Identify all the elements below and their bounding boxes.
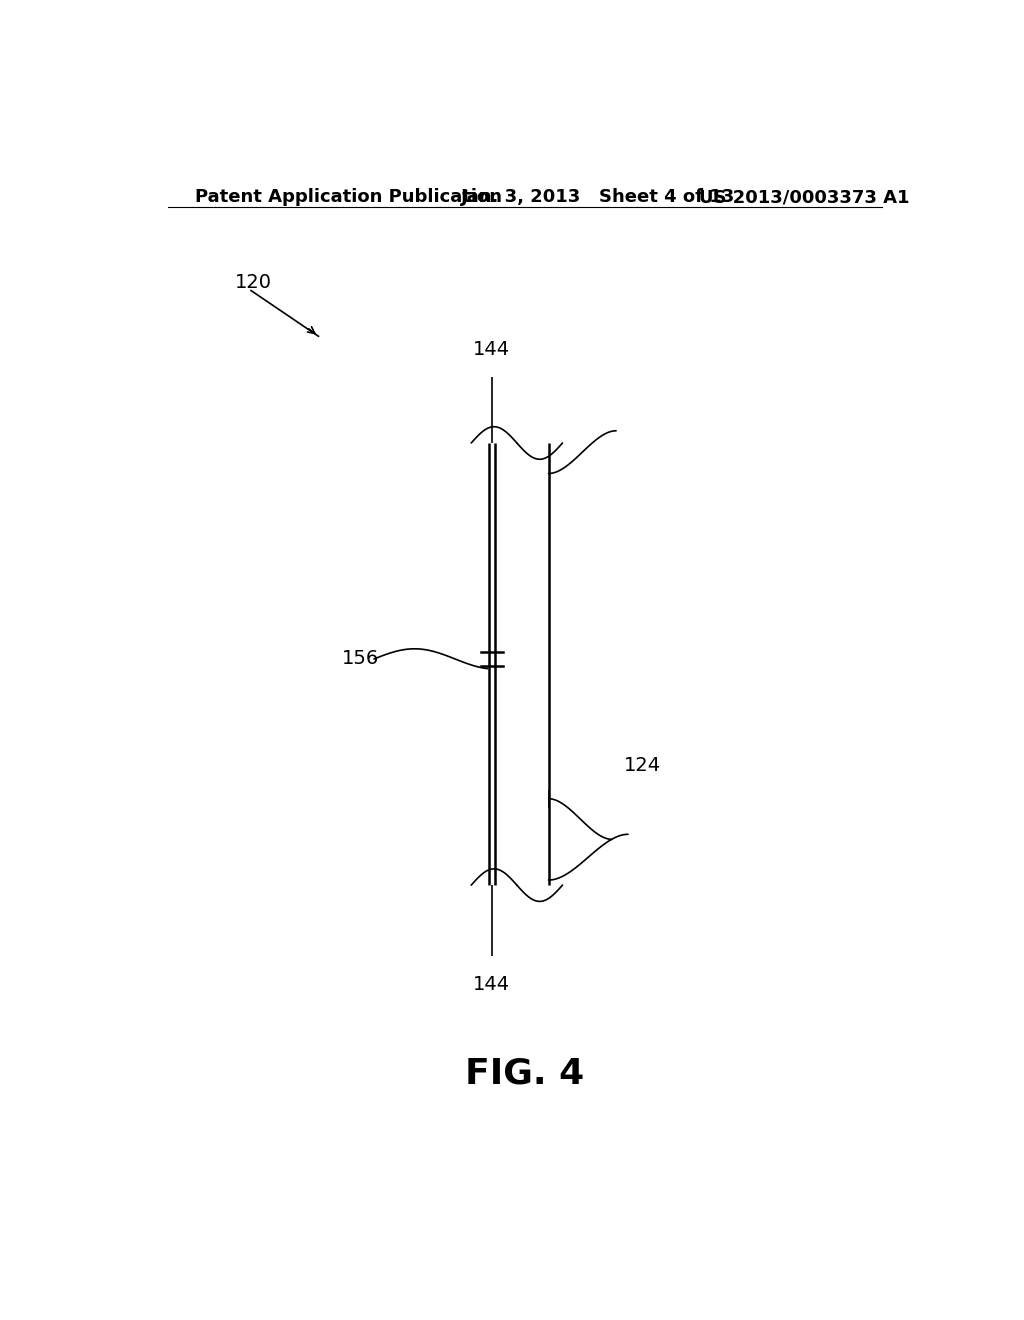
Text: 144: 144	[473, 339, 510, 359]
Text: Jan. 3, 2013   Sheet 4 of 13: Jan. 3, 2013 Sheet 4 of 13	[461, 187, 735, 206]
Text: 156: 156	[342, 649, 380, 668]
Text: US 2013/0003373 A1: US 2013/0003373 A1	[699, 187, 910, 206]
Text: 124: 124	[624, 755, 662, 775]
Text: 144: 144	[473, 974, 510, 994]
Text: FIG. 4: FIG. 4	[465, 1056, 585, 1090]
Text: Patent Application Publication: Patent Application Publication	[196, 187, 503, 206]
Text: 120: 120	[236, 273, 272, 292]
